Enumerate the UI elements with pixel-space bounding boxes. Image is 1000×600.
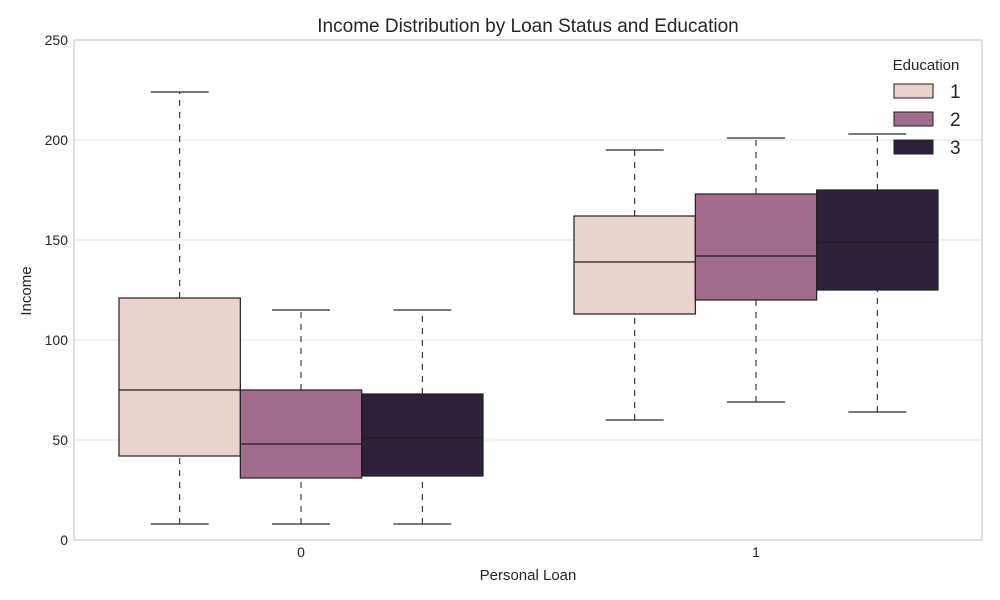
- box-series: [118, 91, 939, 525]
- legend-swatch: [893, 111, 934, 127]
- box-body: [694, 193, 818, 301]
- legend-label: 2: [950, 110, 961, 131]
- box-body: [361, 393, 484, 477]
- box-body: [816, 189, 939, 291]
- y-tick-label: 100: [45, 332, 69, 348]
- y-tick-label: 0: [60, 532, 68, 548]
- box: [816, 133, 939, 413]
- box-body: [239, 389, 363, 479]
- box: [118, 91, 241, 525]
- y-axis-label: Income: [18, 266, 35, 315]
- y-tick-label: 150: [45, 232, 69, 248]
- plot-frame: [73, 39, 983, 541]
- y-tick-label: 250: [45, 32, 69, 48]
- x-axis-label: Personal Loan: [480, 567, 577, 584]
- box: [573, 149, 696, 421]
- x-tick-label: 0: [297, 544, 305, 560]
- legend-label: 1: [950, 82, 961, 103]
- legend: 1 2 3: [893, 82, 961, 159]
- y-tick-label: 200: [45, 132, 69, 148]
- box-body: [118, 297, 241, 457]
- box-body: [573, 215, 696, 315]
- chart-title: Income Distribution by Loan Status and E…: [317, 16, 738, 37]
- legend-swatch: [893, 139, 934, 155]
- box: [694, 137, 818, 403]
- box: [239, 309, 363, 525]
- box: [361, 309, 484, 525]
- legend-swatch: [893, 83, 934, 99]
- axis-ticks: 0 50 100 150 200 250 0 1: [45, 32, 760, 560]
- y-tick-label: 50: [52, 432, 68, 448]
- legend-title: Education: [893, 57, 960, 74]
- x-tick-label: 1: [752, 544, 760, 560]
- legend-label: 3: [950, 138, 961, 159]
